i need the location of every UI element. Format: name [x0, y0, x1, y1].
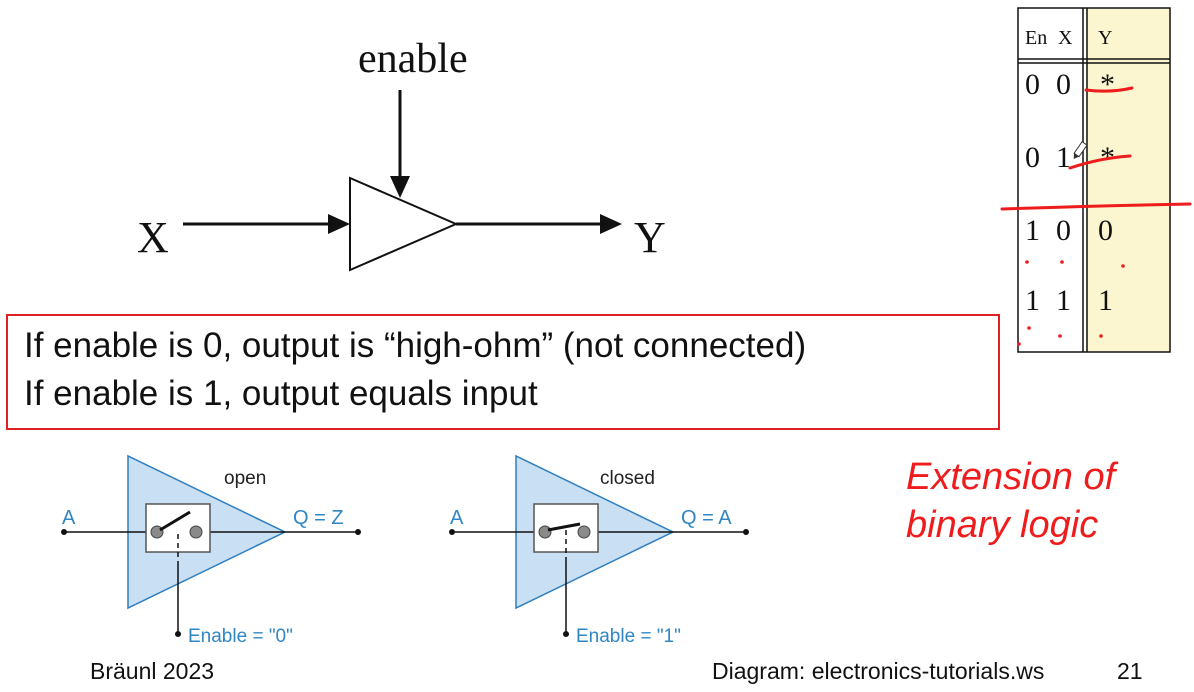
enable-arrow-head: [390, 176, 410, 198]
open-state-label: open: [224, 468, 266, 489]
row-1-x: 0: [1056, 68, 1071, 101]
header-x: X: [1058, 27, 1073, 49]
buffer-open-diagram: open A Q = Z Enable = "0": [61, 454, 361, 647]
footer-author: Bräunl 2023: [90, 658, 215, 684]
row-3-en: 1: [1025, 214, 1040, 247]
buffer-triangle: [349, 176, 459, 272]
input-arrow-head: [328, 214, 350, 234]
row-4-en: 1: [1025, 284, 1040, 317]
buffer-closed-diagram: closed A Q = A Enable = "1": [449, 454, 749, 647]
row-4-y: 1: [1098, 284, 1113, 317]
extension-line-2: binary logic: [906, 504, 1099, 546]
row-2-en: 0: [1025, 141, 1040, 174]
pen-cursor-icon: [1073, 141, 1088, 160]
info-line-enable-0: If enable is 0, output is “high-ohm” (no…: [24, 326, 807, 365]
row-3-x: 0: [1056, 214, 1071, 247]
truth-table-y-column-bg: [1086, 8, 1170, 352]
page-number: 21: [1117, 658, 1143, 684]
output-label-y: Y: [634, 213, 666, 262]
tristate-buffer-diagram: enable X Y: [137, 36, 666, 272]
open-enable-label: Enable = "0": [188, 626, 293, 647]
truth-table-border: [1017, 7, 1171, 353]
output-arrow-head: [600, 214, 622, 234]
enable-label: enable: [358, 36, 468, 82]
input-label-x: X: [137, 213, 169, 262]
truth-table: En X Y 0 0 * 0 1 * 1 0 0 1 1 1: [1000, 7, 1192, 353]
red-underline-row-1: [1084, 86, 1134, 93]
closed-state-label: closed: [600, 468, 655, 489]
closed-input-label: A: [450, 507, 464, 529]
open-input-label: A: [62, 507, 76, 529]
info-box: If enable is 0, output is “high-ohm” (no…: [6, 314, 1000, 430]
row-3-y: 0: [1098, 214, 1113, 247]
row-4-x: 1: [1056, 284, 1071, 317]
row-1-en: 0: [1025, 68, 1040, 101]
red-underline-row-2: [1068, 154, 1132, 170]
closed-output-label: Q = A: [681, 507, 732, 529]
row-1-y: *: [1100, 68, 1115, 101]
open-switch-lever: [159, 510, 191, 532]
extension-line-1: Extension of: [906, 456, 1116, 498]
footer-credit: Diagram: electronics-tutorials.ws: [712, 658, 1045, 684]
closed-enable-label: Enable = "1": [576, 626, 681, 647]
header-en: En: [1025, 27, 1047, 49]
info-line-enable-1: If enable is 1, output equals input: [24, 374, 538, 413]
row-2-x: 1: [1056, 141, 1071, 174]
closed-switch-lever: [547, 522, 581, 532]
red-separator-line: [1000, 202, 1192, 211]
header-y: Y: [1098, 27, 1112, 49]
open-output-label: Q = Z: [293, 507, 344, 529]
